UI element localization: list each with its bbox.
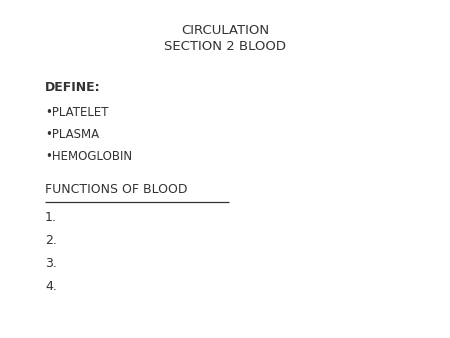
Text: 3.: 3. [45, 257, 57, 270]
Text: •PLASMA: •PLASMA [45, 128, 99, 141]
Text: CIRCULATION
SECTION 2 BLOOD: CIRCULATION SECTION 2 BLOOD [164, 24, 286, 53]
Text: •HEMOGLOBIN: •HEMOGLOBIN [45, 150, 132, 163]
Text: 2.: 2. [45, 234, 57, 247]
Text: 1.: 1. [45, 211, 57, 224]
Text: DEFINE:: DEFINE: [45, 81, 101, 94]
Text: 4.: 4. [45, 280, 57, 293]
Text: FUNCTIONS OF BLOOD: FUNCTIONS OF BLOOD [45, 183, 188, 195]
Text: •PLATELET: •PLATELET [45, 106, 108, 119]
